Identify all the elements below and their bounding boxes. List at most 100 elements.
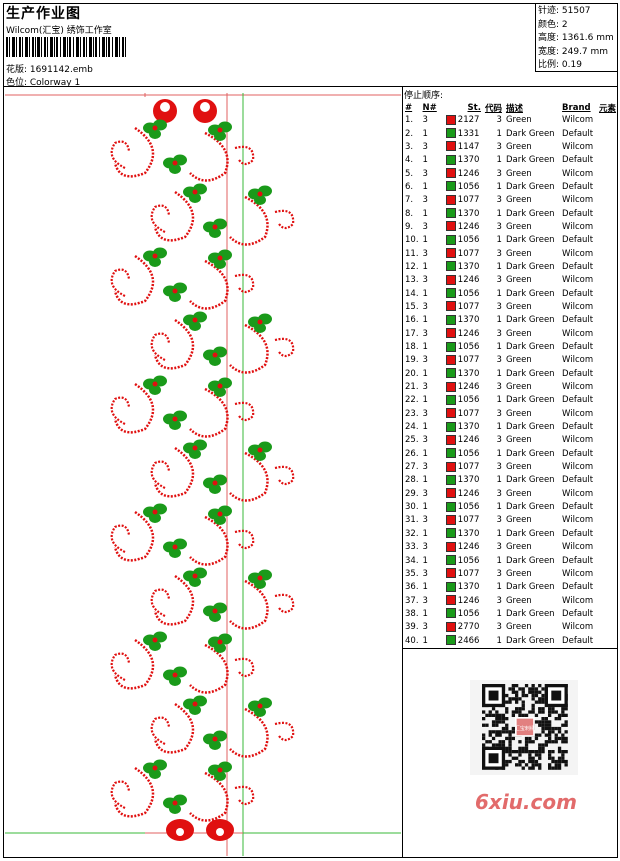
row-stitches: 1077 <box>444 354 483 367</box>
row-code: 1 <box>496 608 502 619</box>
row-brand: Wilcom <box>562 141 594 152</box>
stitch-count: 1370 <box>457 582 480 593</box>
table-row: 28. 1 1370 1 Dark Green Default <box>403 474 620 487</box>
row-element <box>597 594 620 607</box>
row-brand: Default <box>562 395 594 406</box>
stitch-count: 1370 <box>457 208 480 219</box>
row-index: 36. <box>405 582 419 593</box>
row-code: 3 <box>496 141 502 152</box>
color-swatch-icon <box>445 288 456 299</box>
row-description: Green <box>505 462 532 473</box>
row-element <box>597 608 620 621</box>
row-code: 3 <box>496 488 502 499</box>
row-index: 27. <box>405 462 419 473</box>
row-needle: 1 <box>422 261 428 272</box>
stitch-count: 1370 <box>457 368 480 379</box>
row-description: Dark Green <box>505 582 555 593</box>
row-element <box>597 328 620 341</box>
row-index: 25. <box>405 435 419 446</box>
table-row: 26. 1 1056 1 Dark Green Default <box>403 448 620 461</box>
table-row: 34. 1 1056 1 Dark Green Default <box>403 554 620 567</box>
row-description: Green <box>505 435 532 446</box>
row-index: 21. <box>405 382 419 393</box>
stitch-count: 1246 <box>457 221 480 232</box>
prop-scale: 比例: 0.19 <box>538 60 582 70</box>
row-stitches: 1246 <box>444 221 483 234</box>
row-needle: 3 <box>422 542 428 553</box>
row-brand: Wilcom <box>562 595 594 606</box>
row-index: 20. <box>405 368 419 379</box>
table-row: 12. 1 1370 1 Dark Green Default <box>403 261 620 274</box>
stitch-count: 1077 <box>457 301 480 312</box>
row-brand: Default <box>562 181 594 192</box>
row-element <box>597 247 620 260</box>
row-description: Green <box>505 488 532 499</box>
row-brand: Wilcom <box>562 542 594 553</box>
row-description: Green <box>505 622 532 633</box>
color-swatch-icon <box>445 208 456 219</box>
row-element <box>597 154 620 167</box>
row-code: 3 <box>496 462 502 473</box>
stitch-count: 1056 <box>457 395 480 406</box>
design-file-label: 花版: 1691142.emb <box>6 65 93 75</box>
row-needle: 3 <box>422 488 428 499</box>
table-row: 4. 1 1370 1 Dark Green Default <box>403 154 620 167</box>
table-row: 3. 3 1147 3 Green Wilcom <box>403 141 620 154</box>
row-code: 1 <box>496 235 502 246</box>
stitch-count: 1246 <box>457 595 480 606</box>
row-stitches: 1056 <box>444 341 483 354</box>
row-stitches: 1056 <box>444 234 483 247</box>
row-index: 13. <box>405 275 419 286</box>
table-row: 2. 1 1331 1 Dark Green Default <box>403 127 620 140</box>
stitch-count: 1147 <box>457 141 480 152</box>
row-description: Dark Green <box>505 422 555 433</box>
row-element <box>597 274 620 287</box>
color-swatch-icon <box>445 314 456 325</box>
row-description: Dark Green <box>505 261 555 272</box>
row-index: 11. <box>405 248 419 259</box>
row-description: Green <box>505 141 532 152</box>
stitch-count: 1370 <box>457 422 480 433</box>
row-stitches: 1056 <box>444 448 483 461</box>
row-index: 40. <box>405 635 419 646</box>
color-swatch-icon <box>445 541 456 552</box>
row-index: 17. <box>405 328 419 339</box>
row-brand: Wilcom <box>562 168 594 179</box>
row-code: 3 <box>496 408 502 419</box>
row-description: Green <box>505 248 532 259</box>
table-row: 9. 3 1246 3 Green Wilcom <box>403 221 620 234</box>
row-needle: 3 <box>422 515 428 526</box>
row-description: Dark Green <box>505 502 555 513</box>
table-row: 22. 1 1056 1 Dark Green Default <box>403 394 620 407</box>
row-needle: 1 <box>422 608 428 619</box>
row-index: 2. <box>405 128 414 139</box>
row-element <box>597 194 620 207</box>
row-brand: Default <box>562 422 594 433</box>
color-swatch-icon <box>445 221 456 232</box>
row-needle: 3 <box>422 435 428 446</box>
row-element <box>597 141 620 154</box>
row-brand: Default <box>562 315 594 326</box>
row-stitches: 1246 <box>444 167 483 180</box>
stop-sequence-table: # N# St. 代码 描述 Brand 元素 1. 3 2127 3 Green Wil… <box>403 101 620 648</box>
table-row: 32. 1 1370 1 Dark Green Default <box>403 528 620 541</box>
row-index: 5. <box>405 168 414 179</box>
table-row: 14. 1 1056 1 Dark Green Default <box>403 287 620 300</box>
prop-colors: 颜色: 2 <box>538 19 568 30</box>
row-code: 1 <box>496 208 502 219</box>
row-stitches: 1056 <box>444 181 483 194</box>
row-code: 3 <box>496 515 502 526</box>
row-code: 1 <box>496 582 502 593</box>
row-description: Green <box>505 115 532 126</box>
row-stitches: 1370 <box>444 581 483 594</box>
row-stitches: 1246 <box>444 434 483 447</box>
row-brand: Default <box>562 502 594 513</box>
row-index: 3. <box>405 141 414 152</box>
table-row: 30. 1 1056 1 Dark Green Default <box>403 501 620 514</box>
table-row: 27. 3 1077 3 Green Wilcom <box>403 461 620 474</box>
row-description: Dark Green <box>505 608 555 619</box>
table-row: 35. 3 1077 3 Green Wilcom <box>403 568 620 581</box>
row-needle: 1 <box>422 555 428 566</box>
stitch-count: 1246 <box>457 328 480 339</box>
row-stitches: 1370 <box>444 314 483 327</box>
